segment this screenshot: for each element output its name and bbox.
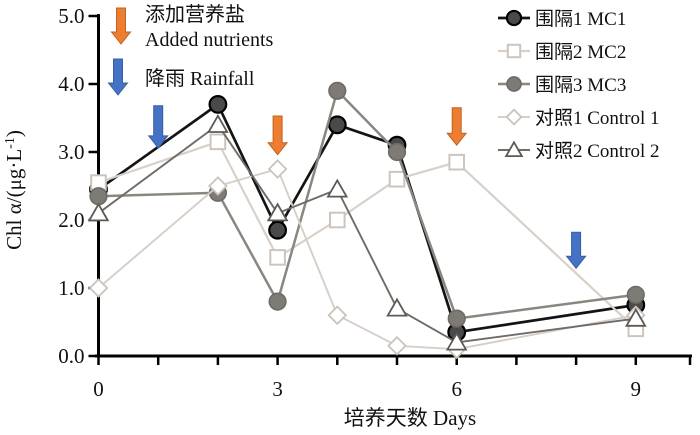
y-tick-label: 5.0 (58, 4, 84, 28)
x-axis-title: 培养天数 Days (344, 406, 476, 430)
legend-item-4: 对照2 Control 2 (498, 133, 660, 166)
legend-item-0: 围隔1 MC1 (498, 1, 660, 34)
y-tick-label: 4.0 (58, 72, 84, 96)
legend-marker (506, 75, 522, 92)
data-point-marker (326, 178, 349, 198)
series-line (97, 168, 636, 351)
series-1 (90, 133, 645, 338)
legend-label: 对照1 Control 1 (535, 108, 660, 129)
legend-marker (504, 140, 524, 157)
data-point-marker (445, 331, 468, 351)
legend-marker-icon (498, 75, 530, 92)
chart-legend: 围隔1 MC1 围隔2 MC2 围隔3 MC3 对照1 Control 1 对照2 Co… (498, 1, 660, 166)
blue-arrow-icon (147, 105, 169, 149)
data-point-marker (87, 202, 110, 222)
orange-arrow-icon (110, 7, 132, 45)
data-point-marker (327, 115, 347, 135)
data-point-marker (448, 153, 465, 171)
data-point-marker (268, 292, 287, 311)
legend-label: 围隔3 MC3 (535, 75, 627, 96)
annotation-rainfall: 降雨 Rainfall (145, 67, 255, 90)
legend-label: 对照2 Control 2 (535, 141, 660, 162)
y-tick-label: 2.0 (58, 208, 84, 232)
data-point-marker (387, 335, 407, 356)
legend-item-2: 围隔3 MC3 (498, 67, 660, 100)
legend-marker (506, 43, 522, 58)
data-point-marker (624, 307, 647, 327)
y-tick-label: 0.0 (58, 344, 84, 368)
legend-marker-icon (498, 43, 530, 58)
y-tick-label: 3.0 (58, 140, 84, 164)
orange-arrow-icon (267, 115, 289, 156)
legend-item-3: 对照1 Control 1 (498, 100, 660, 133)
legend-marker-icon (498, 140, 530, 157)
data-point-marker (327, 305, 348, 326)
legend-marker (505, 107, 523, 126)
x-tick-label: 6 (451, 377, 462, 401)
legend-item-1: 围隔2 MC2 (498, 34, 660, 67)
series-line (98, 140, 637, 330)
x-tick-label: 9 (631, 377, 642, 401)
data-point-marker (208, 176, 228, 196)
annotation-added-nutrients-zh: 添加营养盐 (145, 3, 245, 26)
legend-label: 围隔2 MC2 (535, 42, 627, 63)
data-point-marker (207, 113, 229, 133)
data-point-marker (386, 297, 408, 317)
data-point-marker (328, 81, 347, 100)
data-point-marker (88, 278, 109, 298)
data-point-marker (329, 211, 346, 229)
data-point-marker (268, 220, 288, 240)
series-4 (87, 113, 647, 351)
event-arrows (107, 7, 587, 270)
legend-marker-icon (498, 9, 530, 26)
data-point-marker (447, 309, 466, 328)
data-point-marker (266, 202, 289, 222)
legend-marker-icon (498, 107, 530, 126)
legend-label: 围隔1 MC1 (535, 9, 627, 30)
orange-arrow-icon (446, 107, 468, 147)
data-point-marker (269, 249, 286, 266)
data-point-marker (267, 159, 288, 179)
data-point-marker (387, 142, 407, 162)
data-point-marker (89, 187, 108, 206)
data-series (87, 81, 647, 360)
data-point-marker (209, 133, 227, 151)
x-tick-label: 0 (93, 377, 104, 401)
data-point-marker (208, 94, 228, 114)
blue-arrow-icon (565, 231, 587, 270)
legend-marker (505, 9, 523, 26)
data-point-marker (388, 170, 406, 188)
x-tick-label: 3 (272, 377, 283, 401)
y-tick-label: 1.0 (58, 276, 84, 300)
blue-arrow-icon (107, 58, 129, 96)
annotation-added-nutrients-en: Added nutrients (145, 29, 274, 51)
data-point-marker (626, 285, 645, 304)
y-axis-title: Chl α/(μg·L-1) (2, 130, 26, 250)
